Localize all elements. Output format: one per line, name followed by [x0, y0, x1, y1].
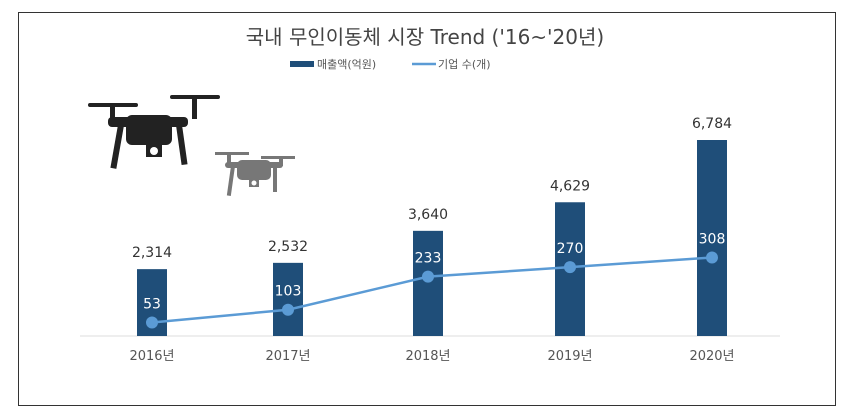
x-tick-label: 2020년	[689, 349, 734, 364]
line-point	[282, 303, 294, 316]
x-tick-label: 2019년	[547, 349, 592, 364]
x-tick-label: 2016년	[129, 349, 174, 364]
legend-bar-swatch	[290, 61, 314, 67]
bar-data-label: 4,629	[550, 178, 590, 194]
bar-data-label: 3,640	[408, 207, 448, 223]
bar-data-label: 6,784	[692, 116, 732, 132]
line-data-label: 103	[275, 284, 302, 300]
bar-data-label: 2,532	[268, 239, 308, 255]
bar	[413, 230, 443, 336]
legend-line-label: 기업 수(개)	[438, 58, 491, 71]
legend-bar-label: 매출액(억원)	[317, 58, 376, 71]
line-data-label: 308	[699, 231, 726, 247]
line-point	[146, 316, 158, 329]
drone-black-icon	[88, 95, 220, 169]
bar	[697, 140, 727, 336]
line-data-label: 53	[143, 296, 161, 312]
line-point	[564, 261, 576, 274]
line-point	[422, 270, 434, 283]
line-point	[706, 251, 718, 264]
bar	[273, 262, 303, 336]
chart-title: 국내 무인이동체 시장 Trend ('16~'20년)	[246, 25, 604, 49]
chart-frame	[18, 12, 836, 406]
x-tick-label: 2017년	[265, 349, 310, 364]
drone-gray-icon	[215, 152, 295, 196]
x-tick-label: 2018년	[405, 349, 450, 364]
bar-data-label: 2,314	[132, 245, 172, 261]
line-data-label: 270	[557, 241, 584, 257]
line-data-label: 233	[415, 251, 442, 267]
